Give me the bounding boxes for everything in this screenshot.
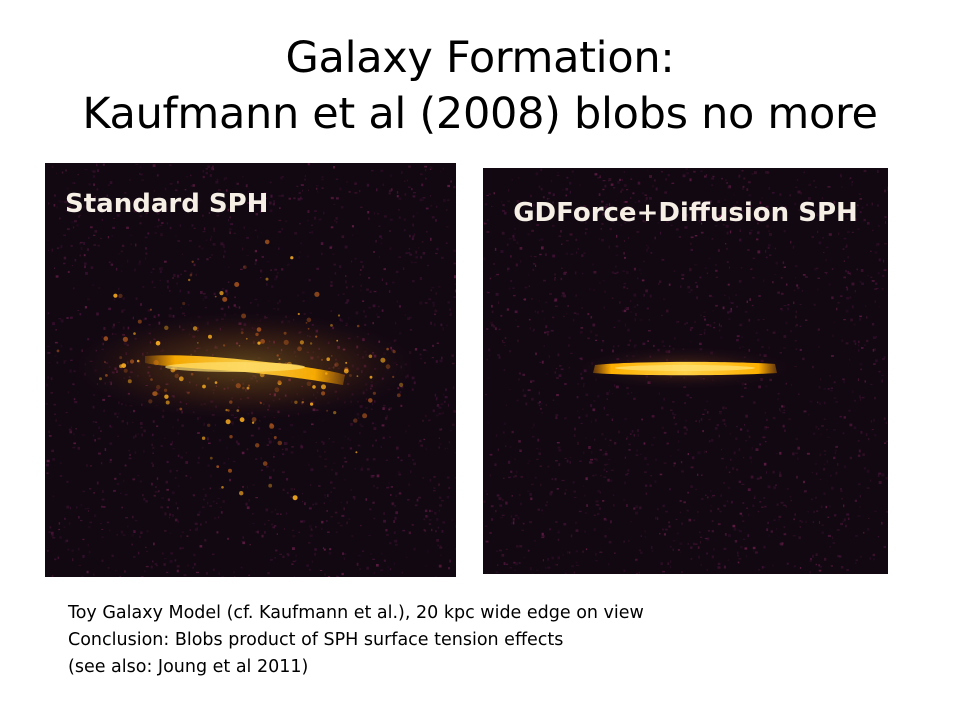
slide-title-line-2: Kaufmann et al (2008) blobs no more — [82, 89, 878, 139]
gdforce-diffusion-sph-render — [483, 168, 888, 574]
panel-label-gdforce-diffusion-sph: GDForce+Diffusion SPH — [513, 198, 858, 228]
gdforce-diffusion-sph-image: GDForce+Diffusion SPH — [483, 168, 888, 574]
caption-line-2: Conclusion: Blobs product of SPH surface… — [68, 630, 564, 650]
slide-title-line-1: Galaxy Formation: — [285, 33, 675, 83]
panel-label-standard-sph: Standard SPH — [65, 189, 269, 219]
standard-sph-image: Standard SPH — [45, 163, 456, 577]
slide-title: Galaxy Formation: Kaufmann et al (2008) … — [0, 30, 960, 142]
caption: Toy Galaxy Model (cf. Kaufmann et al.), … — [68, 600, 644, 681]
caption-line-1: Toy Galaxy Model (cf. Kaufmann et al.), … — [68, 603, 644, 623]
standard-sph-render — [45, 163, 456, 577]
caption-line-3: (see also: Joung et al 2011) — [68, 657, 309, 677]
